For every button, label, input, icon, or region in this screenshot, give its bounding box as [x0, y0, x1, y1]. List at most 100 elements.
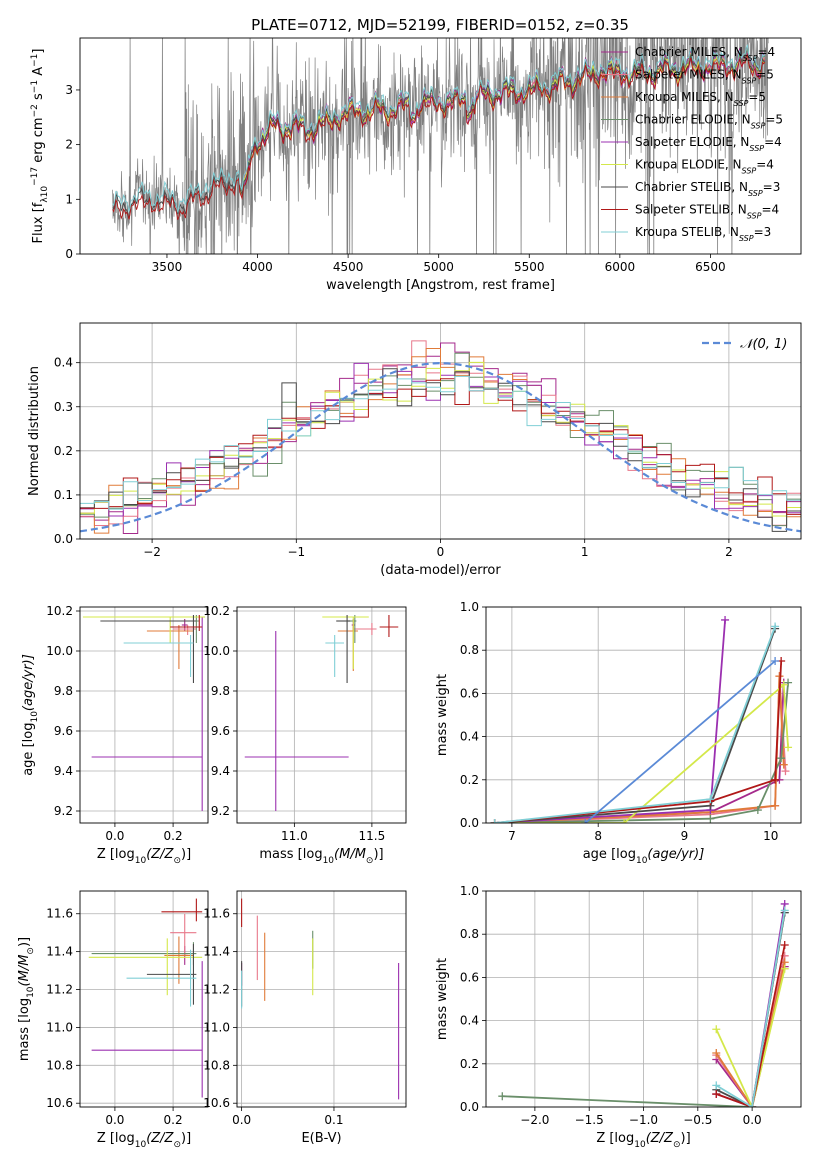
- histogram-kroupa-miles: [80, 348, 801, 534]
- y-tick-label: 0.4: [54, 356, 73, 370]
- errorbar-kroupa-stelib: [126, 949, 197, 1007]
- x-tick-label: 5000: [423, 260, 454, 274]
- x-tick-label: 3500: [152, 260, 183, 274]
- axes-residuals: −2 −1 0 1 2 0.0 0.1 0.2 0.3 0.4 (data-model)/error…: [27, 322, 802, 578]
- x-tick-label: 6000: [605, 260, 636, 274]
- weight-line-kroupa-elodie: [715, 968, 786, 1107]
- histogram-kroupa-stelib: [80, 375, 801, 510]
- x-tick-label: 0.2: [164, 829, 183, 843]
- label-part: )]: [681, 1131, 691, 1146]
- weight-line-normal: [584, 660, 776, 823]
- label-part: Flux [f: [31, 202, 46, 243]
- legend-entry: Salpeter ELODIE, NSSP=4: [635, 135, 782, 153]
- x-tick-label: −2: [143, 545, 161, 559]
- weight-marker: [780, 964, 789, 973]
- legend-sub: SSP: [742, 166, 757, 175]
- x-axis-label: E(B-V): [301, 1131, 341, 1146]
- legend: 𝒩(0, 1): [702, 337, 787, 352]
- x-tick-label: 9: [681, 829, 689, 843]
- x-tick-label: 0.0: [232, 1113, 251, 1127]
- legend-entry: Chabrier ELODIE, NSSP=5: [635, 113, 783, 131]
- weight-marker: [777, 754, 786, 763]
- ticks: 0.0 0.1 10.6 10.8 11.0 11.2 11.4 11.6: [203, 907, 343, 1127]
- weight-marker: [780, 941, 789, 949]
- weight-marker: [712, 1081, 721, 1090]
- legend-nssp: =5: [765, 113, 783, 127]
- label-part: λ: [40, 197, 50, 203]
- y-axis-label: mass weight: [435, 674, 450, 756]
- y-tick-label: 11.2: [203, 983, 230, 997]
- label-part: )]: [181, 1131, 191, 1146]
- x-axis-label: Z [log10(Z/Z⊙)]: [97, 847, 191, 866]
- normal-curve: [80, 361, 801, 533]
- errorbar-salpeter-miles: [170, 913, 197, 956]
- errorbar-salpeter-elodie: [91, 961, 203, 1098]
- label-part: Z [log: [97, 847, 135, 862]
- grid: [237, 607, 406, 823]
- y-tick-label: 1.0: [460, 600, 479, 614]
- legend-sub: SSP: [747, 211, 762, 220]
- x-axis-label: Z [log10(Z/Z⊙)]: [97, 1131, 191, 1150]
- x-tick-label: 0.0: [743, 1113, 762, 1127]
- y-tick-label: 9.6: [54, 724, 73, 738]
- x-tick-label: 11.5: [359, 829, 386, 843]
- ticks: 3500 4000 4500 5000 5500 6000 6500 0 1 2 3: [65, 83, 725, 274]
- y-tick-label: 9.4: [211, 764, 230, 778]
- label-part: )]: [373, 847, 383, 862]
- y-tick-label: 9.2: [54, 804, 73, 818]
- weight-marker: [712, 1025, 721, 1034]
- y-axis-label: Normed distribution: [27, 366, 42, 496]
- plot-area: [244, 615, 399, 811]
- ticks: 7 8 9 10 0.0 0.2 0.4 0.6 0.8 1.0: [460, 600, 779, 843]
- y-tick-label: 0.0: [460, 1100, 479, 1114]
- weight-marker: [781, 767, 790, 776]
- model-line-kroupa-stelib: [112, 43, 766, 213]
- plot-area: [82, 615, 206, 811]
- axes-spectrum: 3500 4000 4500 5000 5500 6000 6500 0 1 2 3 waveleng…: [30, 37, 802, 293]
- y-tick-label: 10.0: [203, 644, 230, 658]
- label-part: ]: [31, 49, 46, 54]
- y-axis-label: mass weight: [435, 958, 450, 1040]
- legend-name: Kroupa ELODIE, N: [635, 158, 742, 172]
- x-axis-label: wavelength [Angstrom, rest frame]: [326, 278, 555, 293]
- weight-marker: [706, 795, 715, 804]
- weight-line-salpeter-stelib: [494, 660, 783, 823]
- weight-line-kroupa-miles: [715, 962, 786, 1107]
- model-line-salpeter-stelib: [112, 53, 766, 221]
- label-part: s: [31, 93, 46, 104]
- label-part: mass [log: [259, 847, 322, 862]
- y-tick-label: 11.4: [203, 945, 230, 959]
- ticks: 0.0 0.2 9.2 9.4 9.6 9.8 10.0 10.2: [46, 604, 182, 843]
- legend-name: Salpeter ELODIE, N: [635, 135, 749, 149]
- legend-name: Kroupa STELIB, N: [635, 225, 739, 239]
- errorbar-salpeter-stelib: [379, 615, 399, 637]
- legend-sub: SSP: [734, 99, 749, 108]
- plot-area: [241, 898, 400, 1100]
- errorbar-salpeter-elodie: [244, 631, 349, 811]
- axes-mass_vs_ebv: 0.0 0.1 10.6 10.8 11.0 11.2 11.4 11.6 E(B-V): [203, 890, 407, 1146]
- label-part: (Z/Z: [146, 1131, 174, 1146]
- legend-sub: SSP: [748, 189, 763, 198]
- x-axis-label: (data-model)/error: [380, 563, 501, 578]
- label-part: 10: [30, 711, 40, 723]
- legend-entry: Chabrier MILES, NSSP=4: [635, 45, 775, 63]
- y-axis-label: Flux [fλ10−17 erg cm−2 s−1 A−1]: [30, 49, 50, 244]
- legend-name: Chabrier ELODIE, N: [635, 113, 751, 127]
- y-tick-label: 9.8: [54, 684, 73, 698]
- y-tick-label: 1.0: [460, 884, 479, 898]
- label-part: (age/yr)]: [21, 654, 36, 711]
- x-tick-label: 10: [763, 829, 778, 843]
- x-tick-label: −1: [287, 545, 305, 559]
- legend-entry: Kroupa MILES, NSSP=5: [635, 90, 766, 108]
- label-part: (Z/Z: [146, 847, 174, 862]
- axes-frame: [79, 322, 802, 540]
- legend-sub: SSP: [749, 144, 764, 153]
- x-tick-label: 0: [437, 545, 445, 559]
- label-part: 10: [323, 856, 335, 866]
- errorbar-salpeter-miles: [353, 623, 377, 635]
- legend-entry: 𝒩(0, 1): [740, 337, 787, 352]
- axes-age_vs_Z: 0.0 0.29.29.49.69.810.010.2Z [log10(Z/Z⊙)…: [21, 604, 209, 866]
- legend-name: Salpeter STELIB, N: [635, 203, 747, 217]
- x-tick-label: 0.0: [105, 1113, 124, 1127]
